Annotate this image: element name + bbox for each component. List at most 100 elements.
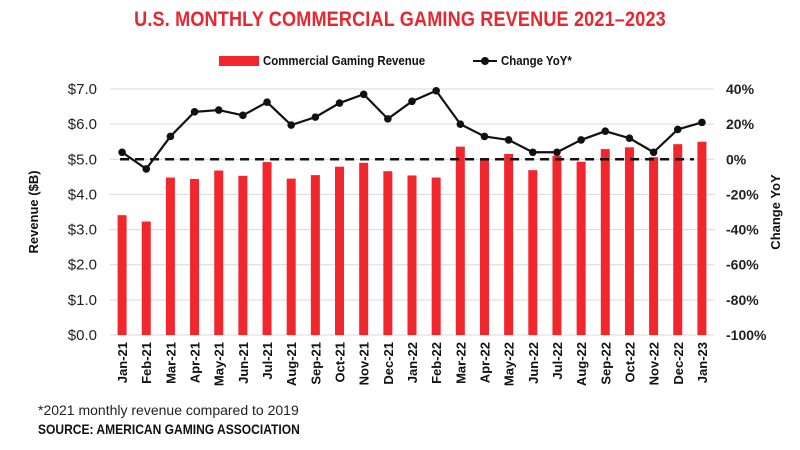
- x-tick-label: May-21: [212, 342, 227, 386]
- left-axis-ticks: $0.0 $1.0 $2.0 $3.0 $4.0 $5.0 $6.0 $7.0: [68, 81, 97, 344]
- left-tick-label: $3.0: [68, 222, 97, 239]
- point-apr-21: [190, 108, 199, 116]
- right-tick-label: 0%: [726, 151, 747, 167]
- point-jan-21: [118, 148, 126, 157]
- point-oct-21: [335, 99, 344, 107]
- bar-jul-21: [262, 162, 272, 335]
- bar-jun-22: [528, 170, 538, 335]
- point-jan-22: [408, 97, 416, 106]
- x-tick-label: Nov-22: [647, 342, 662, 385]
- point-mar-22: [456, 120, 465, 128]
- point-jan-23: [698, 118, 706, 127]
- bar-jan-23: [697, 141, 707, 335]
- right-tick-label: -60%: [726, 257, 759, 273]
- bar-jul-22: [552, 155, 562, 335]
- x-tick-label: Aug-22: [574, 342, 589, 386]
- legend-bar-swatch: [218, 55, 259, 66]
- right-tick-label: -100%: [726, 327, 767, 343]
- point-nov-21: [359, 90, 368, 99]
- left-tick-label: $2.0: [68, 257, 97, 274]
- bar-mar-21: [165, 177, 175, 335]
- line-series: [118, 86, 706, 173]
- bar-nov-21: [359, 162, 369, 335]
- x-tick-label: May-22: [502, 342, 517, 386]
- bar-aug-22: [576, 161, 586, 335]
- point-aug-21: [287, 121, 296, 129]
- bar-oct-21: [335, 166, 345, 335]
- bar-aug-21: [286, 178, 296, 335]
- point-feb-22: [432, 86, 440, 95]
- bar-apr-22: [479, 159, 489, 335]
- x-tick-label: Nov-21: [357, 342, 372, 385]
- point-jun-22: [529, 148, 537, 157]
- bar-may-21: [214, 170, 224, 335]
- point-sep-21: [311, 113, 320, 121]
- legend: Commercial Gaming Revenue Change YoY*: [0, 53, 800, 68]
- bar-may-22: [504, 154, 514, 335]
- chart-title: U.S. MONTHLY COMMERCIAL GAMING REVENUE 2…: [134, 8, 666, 31]
- x-tick-label: Oct-22: [622, 342, 637, 382]
- left-tick-label: $7.0: [68, 81, 97, 98]
- point-jul-22: [553, 148, 561, 157]
- bar-dec-22: [673, 144, 683, 335]
- x-tick-label: Aug-21: [284, 342, 299, 386]
- x-tick-label: Feb-21: [139, 342, 154, 384]
- point-aug-22: [577, 136, 585, 144]
- left-tick-label: $0.0: [68, 327, 97, 344]
- x-tick-label: Dec-22: [671, 342, 686, 385]
- left-axis-label: Revenue ($B): [26, 170, 41, 253]
- bar-mar-22: [455, 146, 465, 335]
- right-axis-ticks: -100% -80% -60% -40% -20% 0% 20% 40%: [726, 81, 767, 343]
- left-tick-label: $6.0: [68, 116, 97, 133]
- bar-oct-22: [624, 147, 634, 335]
- x-tick-label: Oct-21: [333, 342, 348, 382]
- bar-feb-21: [141, 221, 151, 335]
- legend-item-change-yoy: Change YoY*: [472, 53, 581, 68]
- left-tick-label: $5.0: [68, 151, 97, 168]
- point-oct-22: [625, 134, 634, 142]
- bar-apr-21: [190, 178, 200, 335]
- legend-line-swatch: [472, 55, 497, 67]
- x-tick-label: Feb-22: [429, 342, 444, 384]
- x-tick-label: Apr-22: [477, 342, 492, 383]
- x-tick-label: Jul-21: [260, 342, 275, 380]
- source-credit: SOURCE: AMERICAN GAMING ASSOCIATION: [38, 421, 300, 437]
- legend-label-change-yoy: Change YoY*: [500, 53, 572, 68]
- point-nov-22: [649, 148, 658, 157]
- x-tick-label: Jun-22: [526, 342, 541, 384]
- x-tick-label: Mar-21: [163, 342, 178, 384]
- legend-item-revenue: Commercial Gaming Revenue: [218, 53, 447, 68]
- bar-jan-22: [407, 175, 417, 335]
- point-may-22: [504, 136, 513, 144]
- x-tick-label: Jun-21: [236, 342, 251, 384]
- x-tick-label: Sep-22: [598, 342, 613, 385]
- right-tick-label: -80%: [726, 292, 759, 308]
- point-sep-22: [601, 127, 610, 135]
- x-tick-label: Mar-22: [453, 342, 468, 384]
- bar-jun-21: [238, 175, 248, 335]
- x-tick-label: Jan-22: [405, 342, 420, 383]
- point-jun-21: [239, 111, 247, 120]
- left-tick-label: $4.0: [68, 186, 97, 203]
- bar-feb-22: [431, 177, 441, 335]
- bar-sep-21: [310, 175, 320, 335]
- bar-series: [117, 141, 707, 335]
- x-tick-label: Jul-22: [550, 342, 565, 380]
- point-feb-21: [142, 165, 151, 173]
- bar-dec-21: [383, 171, 393, 335]
- point-apr-22: [480, 132, 489, 141]
- bar-sep-22: [600, 149, 610, 335]
- right-tick-label: 40%: [726, 81, 755, 97]
- right-tick-label: -20%: [726, 186, 759, 202]
- right-axis-label: Change YoY: [768, 174, 783, 250]
- x-tick-label: Jan-23: [695, 342, 710, 383]
- x-tick-label: Dec-21: [381, 342, 396, 385]
- point-jul-21: [263, 98, 271, 106]
- legend-label-revenue: Commercial Gaming Revenue: [262, 53, 425, 68]
- x-axis-ticks: Jan-21 Feb-21 Mar-21 Apr-21 May-21 Jun-21 Jul-…: [115, 342, 710, 386]
- right-tick-label: 20%: [726, 116, 755, 132]
- bar-jan-21: [117, 215, 127, 335]
- point-mar-21: [166, 132, 175, 141]
- point-dec-22: [673, 125, 682, 134]
